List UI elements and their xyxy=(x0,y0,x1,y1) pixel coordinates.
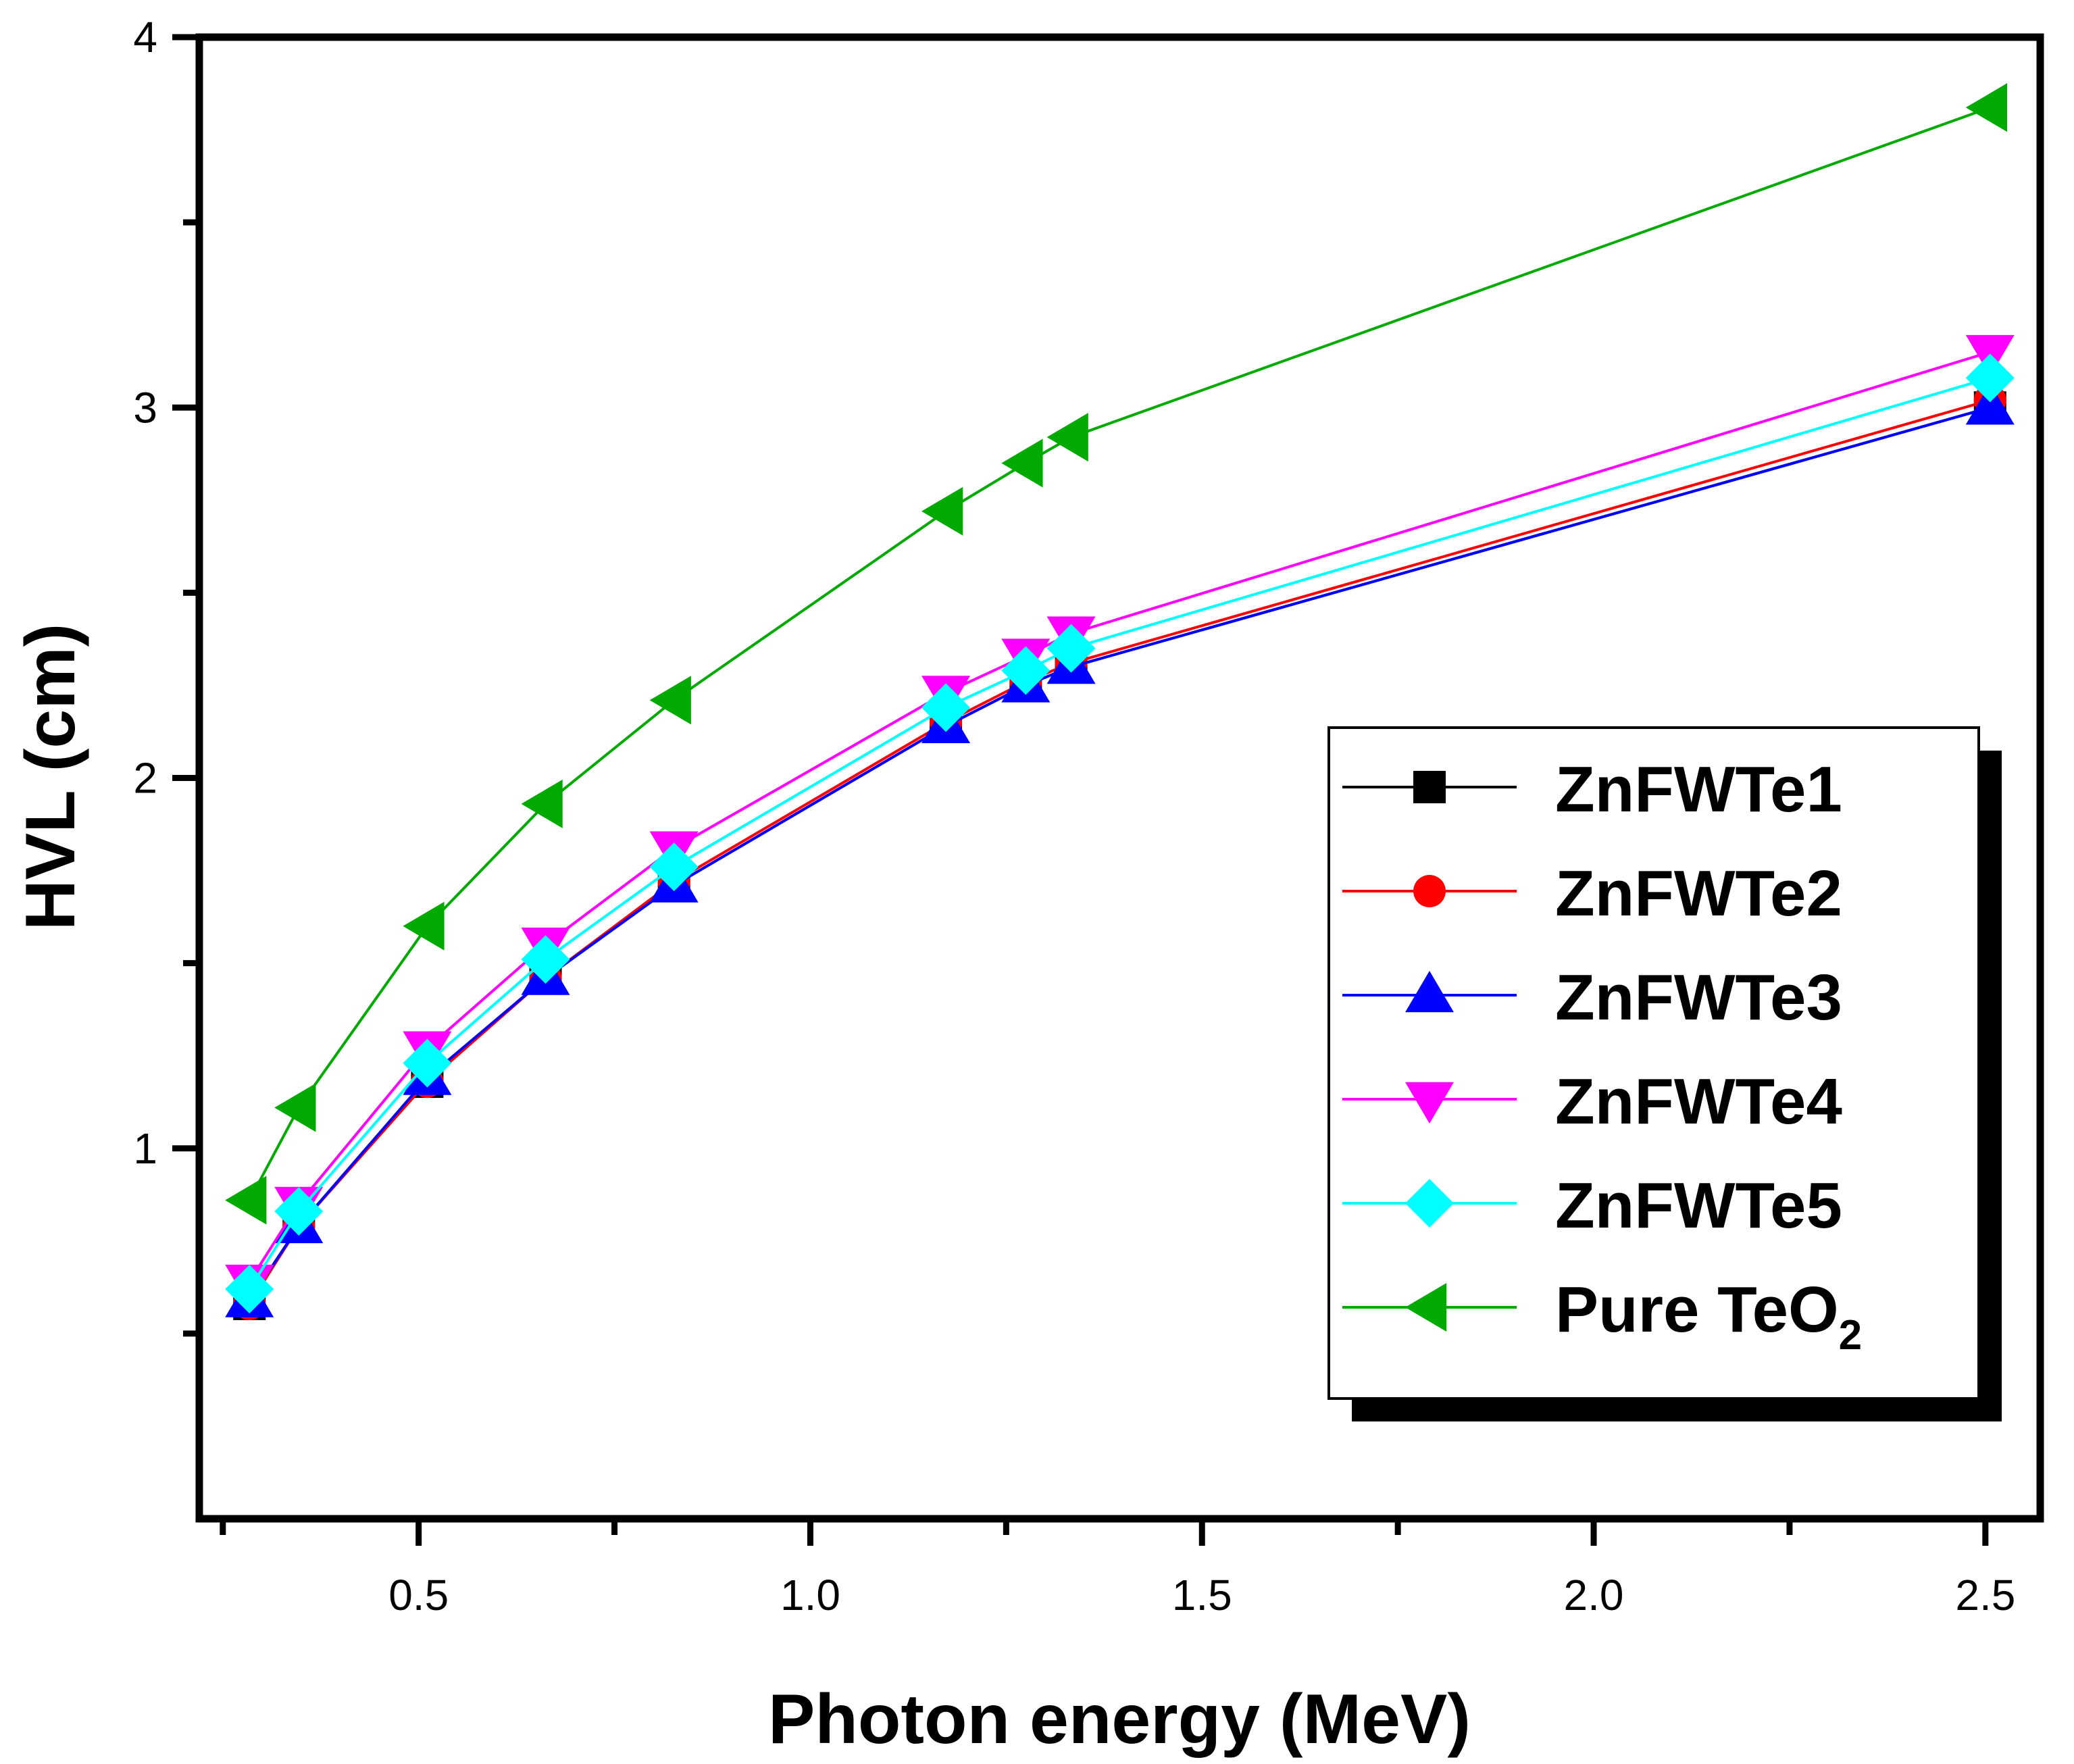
legend: ZnFWTe1 ZnFWTe2 ZnFWTe3 ZnFWTe4 ZnFWTe5 Pure … xyxy=(1327,726,2002,1421)
series-znfwte5 xyxy=(225,353,2015,1314)
data-point xyxy=(1046,413,1088,462)
legend-label: ZnFWTe3 xyxy=(1555,961,1842,1034)
legend-marker xyxy=(1405,1082,1454,1124)
series-layer xyxy=(225,83,2015,1321)
data-point xyxy=(274,1186,324,1236)
data-point xyxy=(225,1265,274,1314)
y-tick-label: 3 xyxy=(133,383,157,432)
legend-item: ZnFWTe2 xyxy=(1342,857,1842,930)
data-point xyxy=(649,676,691,725)
x-tick-label: 0.5 xyxy=(388,1571,449,1619)
legend-item: Pure TeO2 xyxy=(1342,1274,1862,1359)
legend-label: ZnFWTe5 xyxy=(1555,1169,1842,1242)
legend-items: ZnFWTe1 ZnFWTe2 ZnFWTe3 ZnFWTe4 ZnFWTe5 Pure … xyxy=(1342,753,1862,1359)
data-point xyxy=(649,842,699,892)
data-point xyxy=(921,486,963,536)
data-point xyxy=(225,1176,267,1225)
y-tick-label: 4 xyxy=(133,13,157,61)
x-tick-label: 2.5 xyxy=(1955,1571,2015,1619)
data-point xyxy=(1001,438,1043,488)
data-point xyxy=(521,779,563,828)
axis-ticks: 0.5 1.0 1.5 2.0 2.5 1 2 3 4 xyxy=(133,13,2015,1619)
legend-item: ZnFWTe1 xyxy=(1342,753,1842,826)
legend-label: Pure TeO2 xyxy=(1555,1274,1862,1359)
legend-label: ZnFWTe1 xyxy=(1555,753,1842,826)
data-point xyxy=(1001,646,1051,695)
data-point xyxy=(1965,353,2015,403)
legend-box xyxy=(1327,726,1980,1400)
y-axis-title: HVL (cm) xyxy=(11,624,90,931)
legend-subscript: 2 xyxy=(1839,1312,1862,1359)
legend-item: ZnFWTe3 xyxy=(1342,961,1842,1034)
legend-marker xyxy=(1405,1179,1454,1228)
data-point xyxy=(403,1038,452,1088)
x-tick-label: 2.0 xyxy=(1564,1571,1624,1619)
data-point xyxy=(921,683,971,732)
legend-marker xyxy=(1413,875,1446,907)
data-point xyxy=(1965,83,2007,132)
legend-label: ZnFWTe2 xyxy=(1555,857,1842,930)
legend-item: ZnFWTe5 xyxy=(1342,1169,1842,1242)
x-tick-label: 1.0 xyxy=(780,1571,840,1619)
data-point xyxy=(521,935,570,984)
legend-item: ZnFWTe4 xyxy=(1342,1065,1842,1138)
data-point xyxy=(1965,383,2015,425)
y-tick-label: 1 xyxy=(133,1124,157,1173)
legend-label: ZnFWTe4 xyxy=(1555,1065,1842,1138)
legend-marker xyxy=(1413,771,1446,803)
data-point xyxy=(1046,624,1096,673)
series-pure-teo xyxy=(225,83,2007,1225)
y-tick-label: 2 xyxy=(133,754,157,803)
data-point xyxy=(274,1083,316,1132)
legend-marker xyxy=(1405,1283,1447,1332)
legend-marker xyxy=(1405,971,1454,1013)
x-tick-label: 1.5 xyxy=(1172,1571,1232,1619)
x-axis-title: Photon energy (MeV) xyxy=(768,1680,1471,1759)
data-point xyxy=(403,901,445,951)
